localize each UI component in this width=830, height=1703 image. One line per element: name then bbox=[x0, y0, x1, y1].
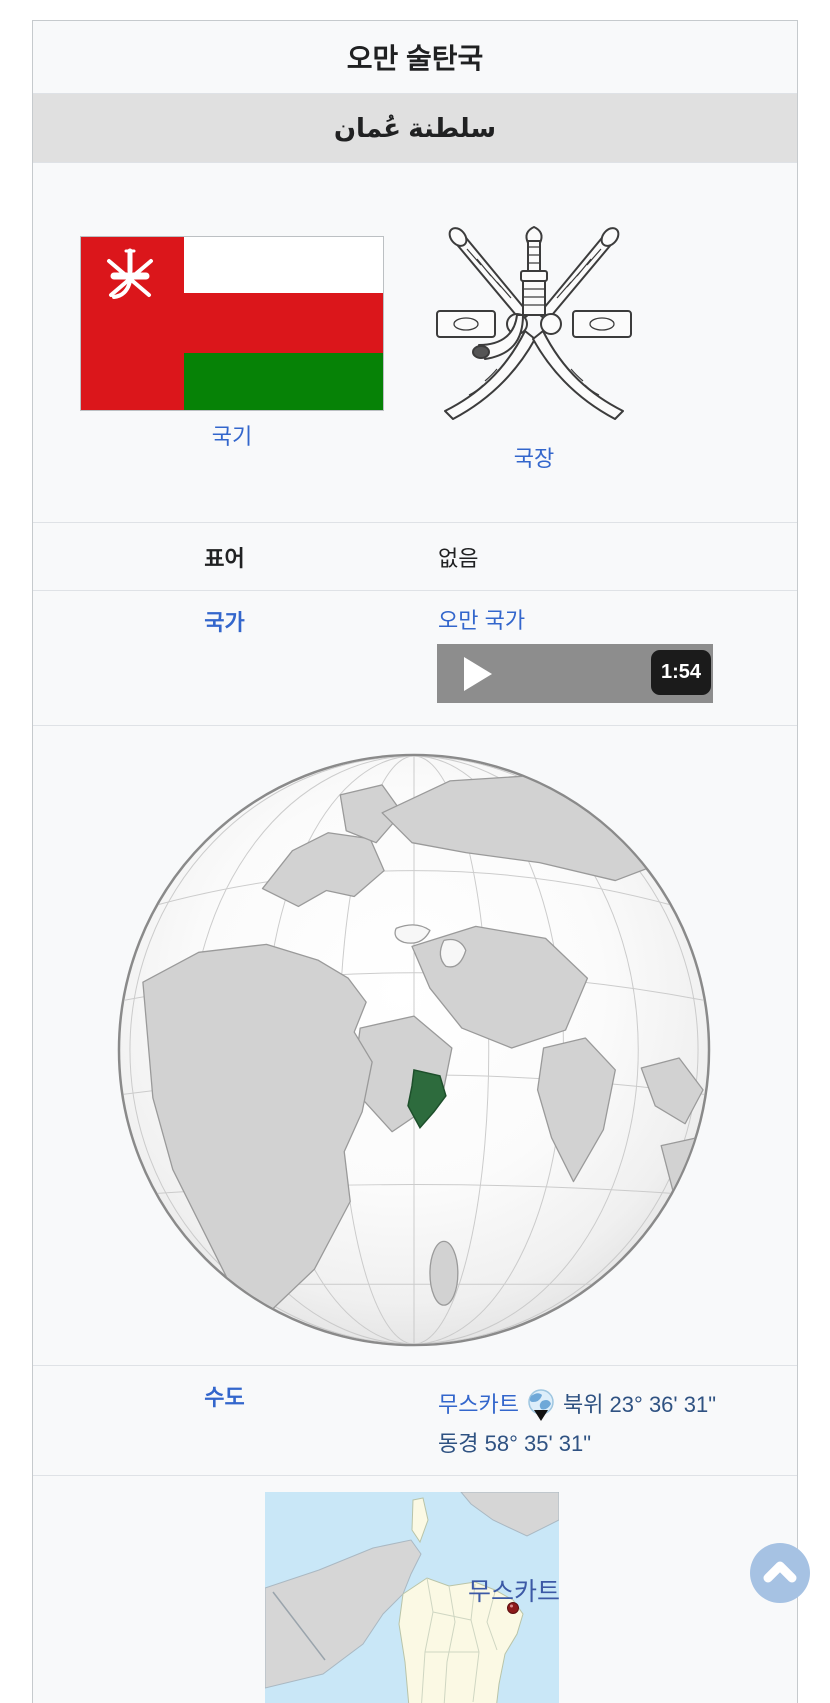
page-title: 오만 술탄국 bbox=[346, 43, 484, 74]
native-name-row: سلطنة عُمان bbox=[33, 93, 797, 162]
oman-flag-image[interactable] bbox=[80, 236, 384, 411]
capital-line1: 무스카트 북위 23° 36' 31" bbox=[438, 1386, 717, 1423]
emblem-block: 국장 bbox=[429, 223, 639, 473]
country-infobox: 오만 술탄국 سلطنة عُمان bbox=[32, 20, 798, 1703]
geo-coordinates-globe-icon[interactable] bbox=[526, 1389, 556, 1423]
anthem-title-link[interactable]: 오만 국가 bbox=[438, 608, 526, 633]
capital-city-link[interactable]: 무스카트 bbox=[438, 1392, 519, 1417]
emblem-link[interactable]: 국장 bbox=[513, 446, 555, 471]
coordinate-east-link[interactable]: 동경 58° 35' 31" bbox=[438, 1431, 592, 1456]
flag-khanjar-emblem-icon bbox=[107, 248, 153, 299]
oman-highlight bbox=[407, 1069, 447, 1130]
audio-duration-badge: 1:54 bbox=[651, 650, 711, 695]
audio-player[interactable]: 1:54 bbox=[437, 644, 713, 703]
muscat-location-map-image[interactable]: 무스카트 bbox=[265, 1492, 559, 1703]
motto-value: 없음 bbox=[438, 545, 479, 571]
native-name: سلطنة عُمان bbox=[333, 112, 497, 143]
flag-block: 국기 bbox=[80, 236, 384, 451]
national-symbols-row: 국기 bbox=[33, 162, 797, 522]
location-map-row: 무스카트 bbox=[33, 1475, 797, 1703]
chevron-up-icon bbox=[763, 1561, 797, 1583]
play-icon[interactable] bbox=[463, 656, 493, 692]
capital-row: 수도 무스카트 북위 23° 36' 31" 동경 58° 35' 31" bbox=[33, 1365, 797, 1475]
infobox-title-row: 오만 술탄국 bbox=[33, 21, 797, 93]
flag-stripes bbox=[184, 237, 383, 410]
flag-link[interactable]: 국기 bbox=[211, 424, 253, 449]
capital-label-link[interactable]: 수도 bbox=[204, 1385, 245, 1410]
motto-row: 표어 없음 bbox=[33, 522, 797, 590]
anthem-label-link[interactable]: 국가 bbox=[204, 610, 245, 635]
motto-label: 표어 bbox=[204, 545, 245, 571]
coat-of-arms-image[interactable] bbox=[429, 223, 639, 423]
anthem-row: 국가 오만 국가 1:54 bbox=[33, 590, 797, 725]
map-city-label[interactable]: 무스카트 bbox=[468, 1578, 559, 1606]
globe-locator-row bbox=[33, 725, 797, 1365]
coordinate-north-link[interactable]: 북위 23° 36' 31" bbox=[562, 1392, 717, 1417]
scroll-to-top-button[interactable] bbox=[750, 1543, 810, 1603]
world-globe-locator-image[interactable] bbox=[115, 751, 713, 1349]
